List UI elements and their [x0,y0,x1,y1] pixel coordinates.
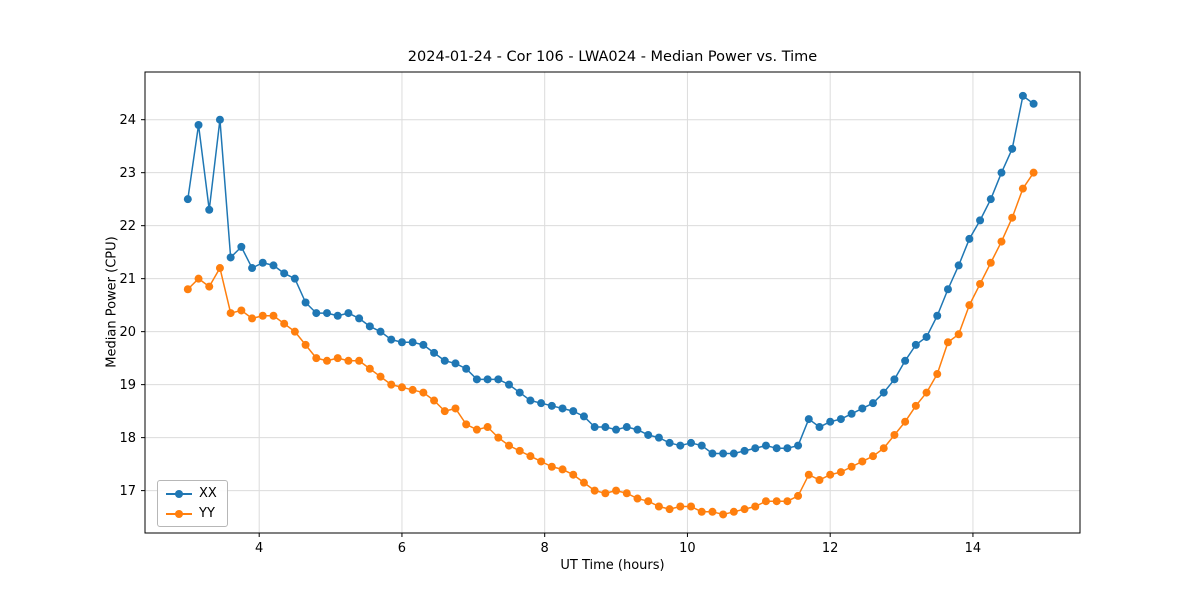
svg-text:19: 19 [119,378,136,393]
legend-item-xx: XX [166,486,217,501]
svg-text:4: 4 [255,541,263,556]
legend-marker-yy [166,509,192,519]
svg-text:8: 8 [541,541,549,556]
svg-text:20: 20 [119,325,136,340]
svg-text:18: 18 [119,431,136,446]
legend-label-xx: XX [199,486,217,501]
svg-text:6: 6 [398,541,406,556]
svg-text:14: 14 [965,541,982,556]
svg-text:21: 21 [119,272,136,287]
legend-marker-xx [166,489,192,499]
chart-title: 2024-01-24 - Cor 106 - LWA024 - Median P… [407,49,818,65]
svg-text:24: 24 [119,113,136,128]
svg-text:10: 10 [679,541,696,556]
legend: XX YY [157,480,228,527]
svg-text:17: 17 [119,484,136,499]
y-axis-label: Median Power (CPU) [104,236,120,368]
svg-text:23: 23 [119,166,136,181]
x-axis-label: UT Time (hours) [560,558,665,573]
legend-item-yy: YY [166,506,217,521]
svg-text:22: 22 [119,219,136,234]
svg-text:12: 12 [822,541,839,556]
legend-label-yy: YY [199,506,215,521]
